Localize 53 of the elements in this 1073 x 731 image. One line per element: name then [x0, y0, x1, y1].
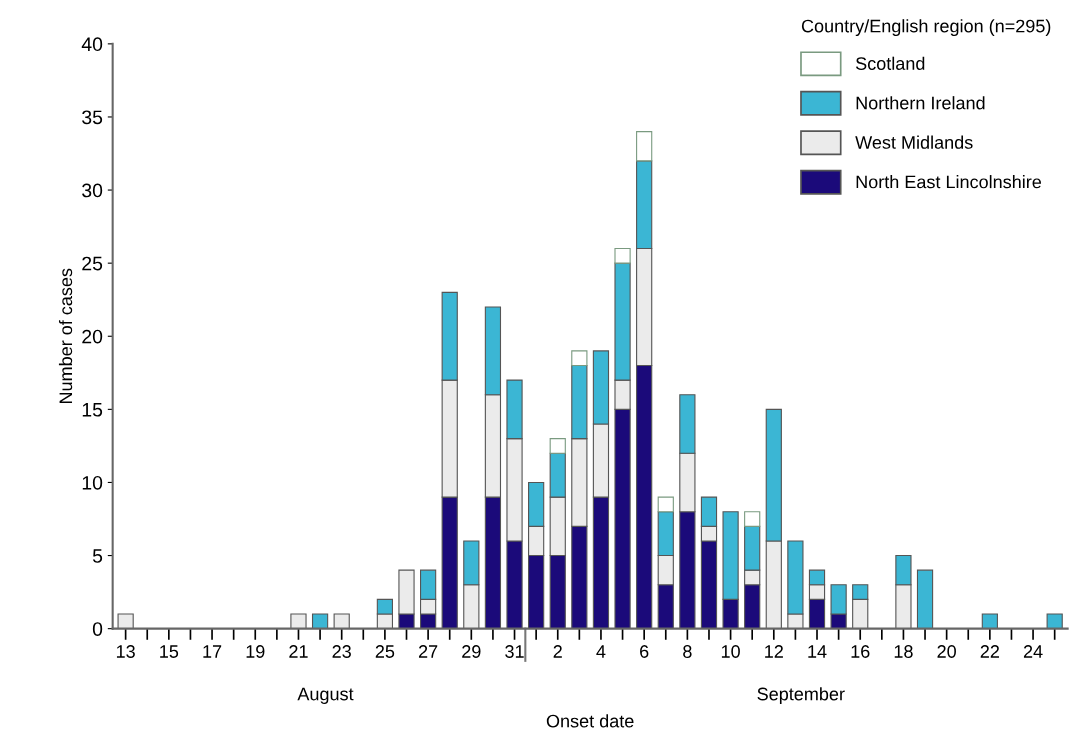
x-tick-label: 13: [116, 645, 135, 658]
x-tick-label: 12: [765, 645, 783, 658]
x-tick-label: 27: [418, 645, 438, 658]
x-tick-label: 15: [160, 645, 179, 658]
x-tick-label: 21: [289, 645, 308, 658]
x-tick-label: 14: [808, 645, 827, 658]
y-tick-label: 10: [82, 475, 103, 490]
bar: [744, 511, 761, 527]
bar: [117, 613, 134, 629]
y-tick-label: 20: [82, 329, 103, 344]
legend-label: West Midlands: [855, 135, 973, 149]
x-tick-label: 10: [721, 645, 740, 658]
bar: [981, 613, 998, 629]
legend-label: Northern Ireland: [856, 96, 985, 110]
x-tick-label: 24: [1023, 645, 1043, 658]
y-tick-label: 5: [92, 549, 103, 563]
bar: [636, 131, 653, 162]
x-tick-label: 23: [332, 645, 351, 658]
x-tick-label: 22: [980, 645, 999, 658]
bar: [311, 613, 329, 629]
x-tick-label: 6: [640, 645, 649, 658]
x-tick-label: 18: [894, 645, 913, 658]
x-axis-title: Onset date: [546, 714, 634, 728]
bar: [333, 613, 350, 629]
x-tick-label: 20: [937, 645, 956, 658]
x-tick-label: 29: [462, 645, 481, 658]
bar: [916, 569, 934, 629]
x-tick-label: 31: [505, 645, 524, 658]
legend-title: Country/English region (n=295): [801, 19, 1051, 37]
legend-label: North East Lincolnshire: [856, 175, 1042, 189]
y-tick-label: 25: [82, 256, 103, 271]
x-tick-label: 16: [851, 645, 870, 658]
bar: [290, 613, 307, 629]
x-tick-label: 19: [246, 645, 265, 658]
x-tick-label: 2: [553, 645, 562, 658]
bar: [571, 350, 588, 367]
y-tick-label: 15: [82, 403, 103, 417]
x-tick-label: 4: [596, 645, 606, 658]
x-tick-label: 8: [683, 645, 692, 658]
bar: [614, 247, 631, 264]
bar: [549, 438, 566, 454]
bar: [657, 496, 674, 513]
y-tick-label: 35: [82, 110, 103, 125]
y-axis-title: Number of cases: [58, 268, 73, 404]
text: August: [297, 687, 354, 704]
x-tick-label: 17: [203, 645, 222, 658]
y-tick-label: 30: [82, 183, 103, 198]
x-tick-label: 25: [375, 645, 395, 658]
y-tick-label: 40: [81, 37, 103, 52]
legend-label: Scotland: [855, 56, 925, 70]
bar: [1046, 613, 1063, 629]
y-tick-label: 0: [92, 622, 103, 636]
text: September: [757, 687, 845, 704]
